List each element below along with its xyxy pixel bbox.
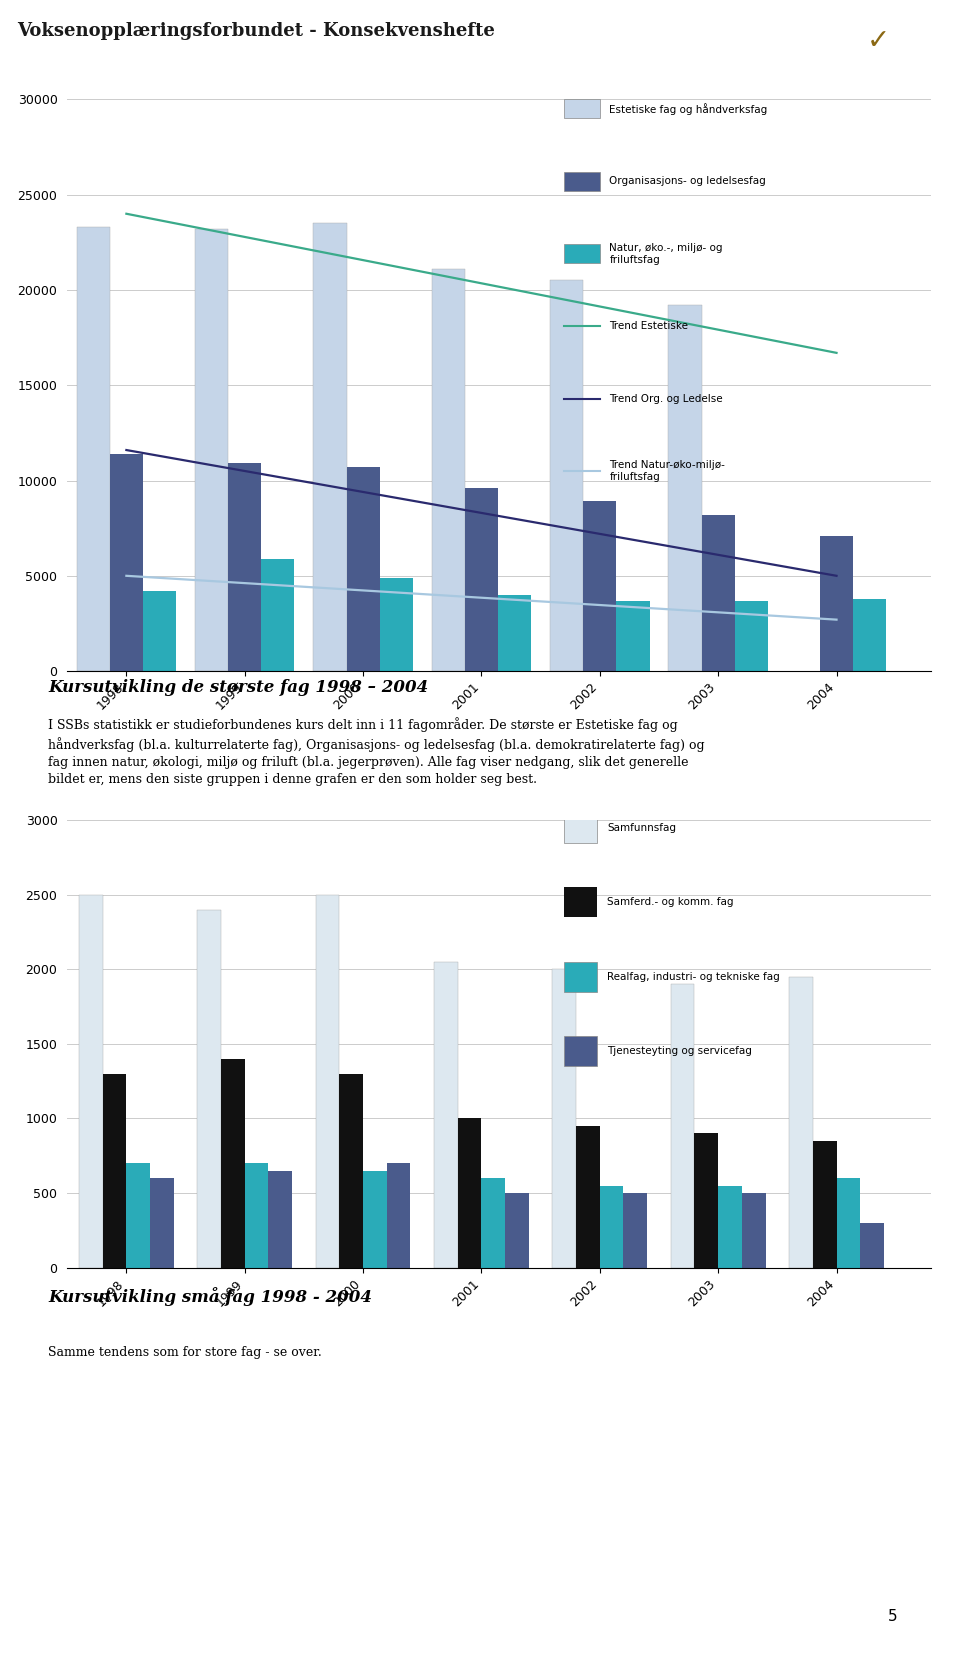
Bar: [564, 814, 597, 842]
Text: Realfag, industri- og tekniske fag: Realfag, industri- og tekniske fag: [607, 971, 780, 983]
Bar: [813, 1140, 836, 1268]
Bar: [742, 1193, 765, 1268]
Bar: [505, 1193, 529, 1268]
Bar: [564, 1037, 597, 1067]
Bar: [734, 600, 768, 671]
Bar: [269, 1170, 292, 1268]
Text: Tjenesteyting og servicefag: Tjenesteyting og servicefag: [607, 1046, 752, 1057]
Bar: [694, 1133, 718, 1268]
Text: Samme tendens som for store fag - se over.: Samme tendens som for store fag - se ove…: [48, 1345, 322, 1359]
Bar: [465, 489, 498, 671]
Bar: [245, 1163, 269, 1268]
Bar: [347, 467, 379, 671]
Bar: [564, 99, 600, 119]
Bar: [77, 227, 109, 671]
Text: I SSBs statistikk er studieforbundenes kurs delt inn i 11 fagområder. De største: I SSBs statistikk er studieforbundenes k…: [48, 717, 705, 785]
Bar: [623, 1193, 647, 1268]
Bar: [482, 1178, 505, 1268]
Text: Samfunnsfag: Samfunnsfag: [607, 822, 676, 833]
Bar: [564, 888, 597, 918]
Text: Samferd.- og komm. fag: Samferd.- og komm. fag: [607, 896, 733, 908]
Bar: [789, 978, 813, 1268]
Bar: [363, 1170, 387, 1268]
Bar: [150, 1178, 174, 1268]
Bar: [379, 578, 413, 671]
Bar: [221, 1059, 245, 1268]
Bar: [702, 515, 734, 671]
Bar: [434, 961, 458, 1268]
Bar: [340, 1074, 363, 1268]
Bar: [458, 1118, 482, 1268]
Text: Trend Natur-øko-miljø-
friluftsfag: Trend Natur-øko-miljø- friluftsfag: [610, 461, 725, 482]
Bar: [316, 895, 340, 1268]
Bar: [143, 592, 176, 671]
Bar: [498, 595, 531, 671]
Bar: [718, 1186, 742, 1268]
Bar: [616, 600, 650, 671]
Bar: [103, 1074, 127, 1268]
Text: 5: 5: [888, 1609, 898, 1624]
Text: Estetiske fag og håndverksfag: Estetiske fag og håndverksfag: [610, 103, 768, 114]
Bar: [564, 244, 600, 263]
Bar: [550, 280, 584, 671]
Text: Organisasjons- og ledelsesfag: Organisasjons- og ledelsesfag: [610, 176, 766, 186]
Bar: [432, 268, 465, 671]
Bar: [564, 172, 600, 191]
Bar: [836, 1178, 860, 1268]
Text: Natur, øko.-, miljø- og
friluftsfag: Natur, øko.-, miljø- og friluftsfag: [610, 244, 723, 265]
Text: Kursutvikling små fag 1998 - 2004: Kursutvikling små fag 1998 - 2004: [48, 1287, 372, 1306]
Text: Trend Org. og Ledelse: Trend Org. og Ledelse: [610, 394, 723, 404]
Bar: [228, 464, 261, 671]
Bar: [600, 1186, 623, 1268]
Bar: [668, 305, 702, 671]
Bar: [860, 1223, 884, 1268]
Text: Kursutvikling de største fag 1998 – 2004: Kursutvikling de største fag 1998 – 2004: [48, 679, 428, 696]
Text: Trend Estetiske: Trend Estetiske: [610, 321, 688, 331]
Bar: [564, 961, 597, 991]
Bar: [671, 984, 694, 1268]
Bar: [552, 969, 576, 1268]
Bar: [127, 1163, 150, 1268]
Bar: [387, 1163, 411, 1268]
Bar: [261, 558, 295, 671]
Bar: [79, 895, 103, 1268]
Bar: [109, 454, 143, 671]
Bar: [576, 1127, 600, 1268]
Text: ✓: ✓: [867, 27, 890, 55]
Bar: [853, 598, 886, 671]
Text: Voksenopplæringsforbundet - Konsekvenshefte: Voksenopplæringsforbundet - Konsekvenshe…: [17, 23, 495, 40]
Bar: [313, 224, 347, 671]
Bar: [584, 502, 616, 671]
Bar: [198, 910, 221, 1268]
Bar: [195, 229, 228, 671]
Bar: [820, 535, 853, 671]
